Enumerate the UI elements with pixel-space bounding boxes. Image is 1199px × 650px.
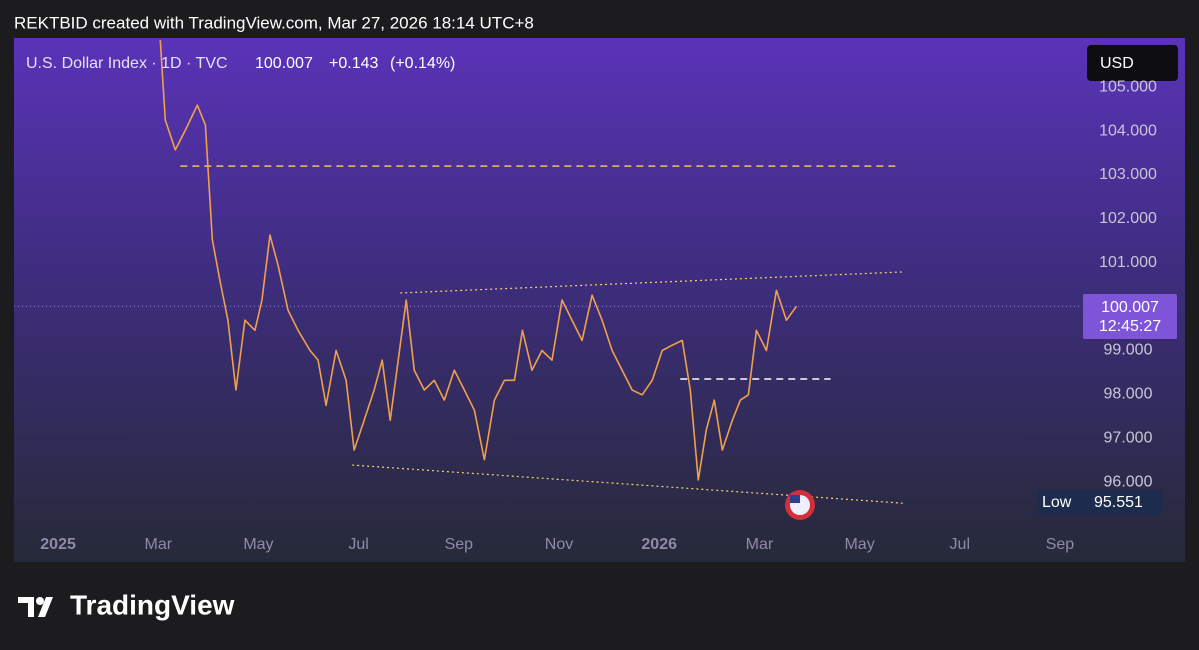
currency[interactable]: USD <box>1100 55 1134 72</box>
x-tick-label: Sep <box>1046 536 1075 553</box>
logo-dot <box>36 597 44 605</box>
x-tick-label: Jul <box>950 536 970 553</box>
y-tick-label: 101.000 <box>1099 254 1157 271</box>
header: REKTBID created with TradingView.com, Ma… <box>14 13 534 32</box>
legend-price: 100.007 <box>255 55 313 72</box>
brand: TradingView <box>70 589 235 620</box>
y-tick-label: 105.000 <box>1099 78 1157 95</box>
y-tick-label: 104.000 <box>1099 122 1157 139</box>
logo-icon <box>18 597 53 617</box>
symbol: U.S. Dollar Index · 1D · TVC <box>26 55 228 72</box>
x-tick-label: Sep <box>445 536 474 553</box>
chart-background <box>14 38 1185 562</box>
x-tick-label: Mar <box>144 536 172 553</box>
x-axis: 2025 Mar May Jul Sep Nov 2026 Mar May Jul Sep <box>40 536 1075 553</box>
x-tick-label: 2026 <box>641 536 677 553</box>
y-tick-label: 96.000 <box>1104 473 1153 490</box>
x-tick-label: Nov <box>545 536 573 553</box>
y-tick-label: 99.000 <box>1104 342 1153 359</box>
y-tick-label: 97.000 <box>1104 429 1153 446</box>
x-tick-label: Mar <box>746 536 774 553</box>
price-line-series <box>159 40 798 481</box>
low-label: Low <box>1042 494 1072 511</box>
price-label: 100.007 <box>1101 299 1159 316</box>
x-tick-label: 2025 <box>40 536 76 553</box>
x-tick-label: Jul <box>348 536 368 553</box>
annotation-line <box>400 271 904 294</box>
low-label-box <box>1037 490 1162 515</box>
x-tick-label: May <box>243 536 273 553</box>
currency-button[interactable] <box>1087 45 1178 81</box>
low-value: 95.551 <box>1094 494 1143 511</box>
y-tick-label: 98.000 <box>1104 386 1153 403</box>
y-tick-label: 103.000 <box>1099 166 1157 183</box>
countdown: 12:45:27 <box>1099 318 1161 335</box>
brand-logo: TradingView <box>18 589 235 620</box>
legend-change-pct: (+0.14%) <box>390 55 455 72</box>
y-tick-label: 102.000 <box>1099 210 1157 227</box>
flag-canton <box>790 495 800 503</box>
x-tick-label: May <box>844 536 874 553</box>
legend-change: +0.143 <box>329 55 378 72</box>
event-flag[interactable] <box>785 490 815 520</box>
price-label-box <box>1083 294 1177 339</box>
